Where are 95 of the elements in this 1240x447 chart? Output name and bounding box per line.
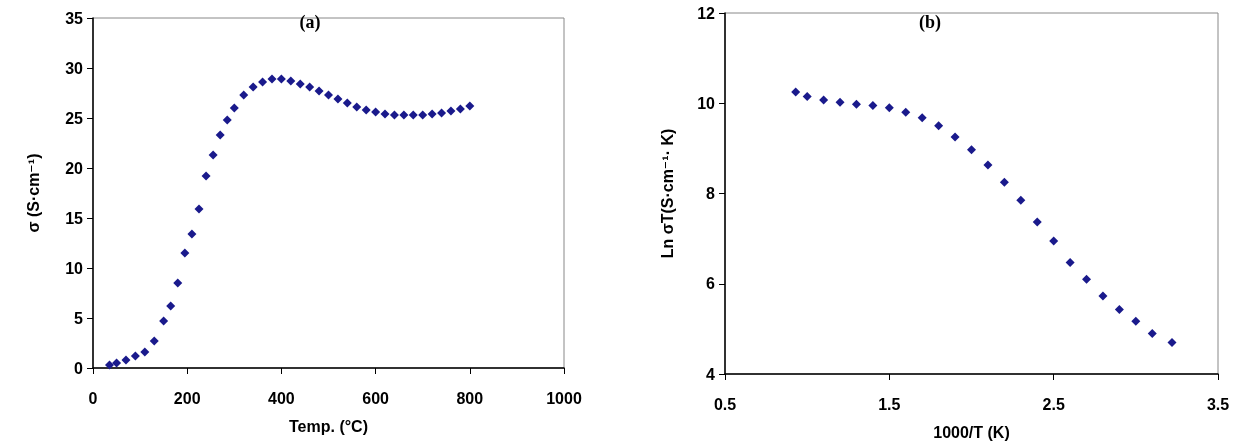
y-tick-label: 0 [74,359,84,377]
point [324,90,333,100]
y-tick-label: 8 [706,185,716,202]
point [1114,304,1124,314]
y-tick-label: 35 [65,9,84,27]
point [1082,274,1092,284]
x-tick-label: 1.5 [878,395,901,413]
point [159,316,169,326]
point [389,110,399,120]
point [465,101,475,111]
x-tick-label: 600 [362,389,390,407]
point [276,74,286,84]
point [201,171,211,181]
point [1032,217,1042,227]
point [173,278,183,288]
point [999,177,1009,187]
point [149,336,159,346]
x-axis-title: Temp. (°C) [289,417,368,435]
y-tick-label: 6 [706,275,716,293]
point [130,351,140,361]
point [868,101,878,111]
point [446,106,456,116]
point [1049,236,1059,246]
point [1065,258,1075,268]
y-tick-label: 20 [65,159,84,177]
point [950,132,960,142]
chart-title: (b) [919,12,941,33]
y-tick-label: 30 [65,59,84,77]
point [248,82,258,92]
x-tick-label: 0 [88,389,98,407]
point [229,103,239,113]
point [917,113,927,123]
point [1131,316,1141,326]
point [258,77,268,87]
point [342,98,352,108]
y-tick-label: 5 [74,309,84,327]
point [371,107,381,117]
point [194,204,204,214]
point [418,110,428,120]
point [305,82,315,92]
y-axis-title: Ln σT(S·cm⁻¹· K) [658,128,676,259]
point [901,107,911,117]
x-tick-label: 3.5 [1206,395,1230,413]
point [408,110,418,120]
point [791,87,801,97]
point [851,99,861,109]
y-tick-label: 25 [65,109,84,127]
point [455,104,465,114]
point [239,90,249,100]
point [208,150,218,160]
point [295,79,305,89]
point [437,108,447,118]
point [967,145,976,155]
point [140,347,150,357]
point [267,74,277,84]
point [983,160,993,170]
point [286,76,296,86]
x-tick-label: 200 [173,389,201,407]
x-tick-label: 400 [268,389,295,407]
chart-title: (a) [299,12,321,33]
point [121,355,131,365]
y-axis-title: σ (S·cm⁻¹) [24,153,42,233]
point [1167,337,1177,347]
point [884,103,894,113]
x-axis-title: 1000/T (K) [933,423,1010,441]
point [104,360,114,370]
y-tick-label: 12 [697,4,716,22]
point [934,121,944,131]
y-tick-label: 4 [706,365,716,383]
point [1016,195,1026,205]
point [215,130,225,140]
point [1098,291,1108,301]
point [819,95,829,105]
y-tick-label: 10 [697,94,716,112]
point [314,86,324,96]
x-tick-label: 0.5 [713,395,737,413]
point [361,105,371,115]
point [352,102,362,112]
point [187,229,197,239]
point [835,97,845,107]
point [802,91,812,101]
x-tick-label: 2.5 [1042,395,1065,413]
y-tick-label: 15 [65,209,84,227]
x-tick-label: 800 [456,389,484,407]
x-tick-label: 1000 [546,389,582,407]
point [112,358,122,368]
point [427,109,437,119]
point [333,94,343,104]
point [222,115,232,125]
point [166,301,176,311]
point [1147,328,1157,338]
point [180,248,190,258]
point [380,109,390,119]
y-tick-label: 10 [65,259,84,277]
point [399,110,409,120]
